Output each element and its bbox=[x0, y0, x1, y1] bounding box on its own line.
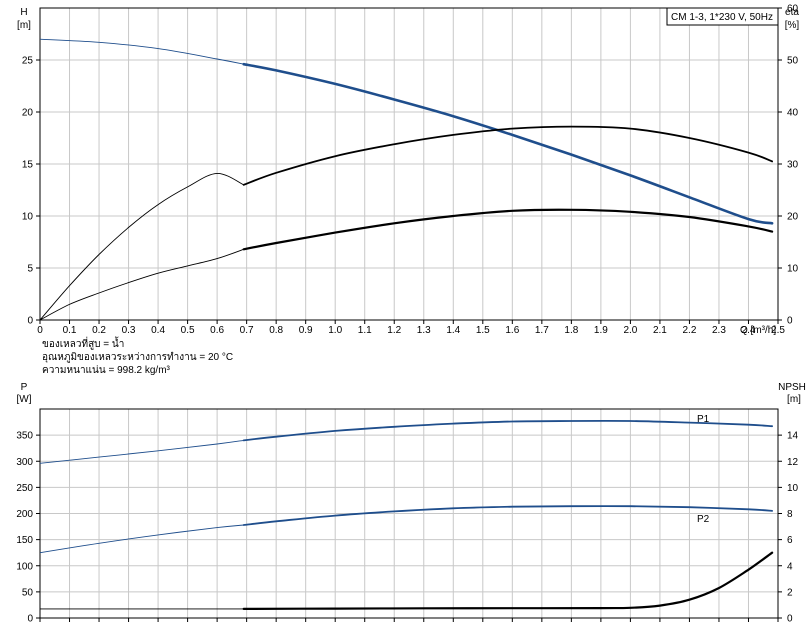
y-left-tick-label: 0 bbox=[27, 316, 33, 327]
top-chart-grid bbox=[40, 8, 778, 320]
bottom-right-axis-label: NPSH bbox=[778, 382, 806, 393]
chart-title-box bbox=[666, 7, 779, 26]
x-tick-label: 1.9 bbox=[594, 325, 608, 336]
top-x-tick-labels: 0 0.1 0.2 0.3 0.4 0.5 0.6 0.7 0.8 0.9 1.0 1.1 1.2 1.3… bbox=[37, 320, 785, 336]
top-left-tick-labels: 0 5 10 15 20 25 bbox=[22, 56, 40, 327]
bottom-right-axis-unit: [m] bbox=[787, 394, 801, 405]
y-left-tick-label: 100 bbox=[16, 561, 33, 572]
x-tick-label: 0 bbox=[37, 325, 43, 336]
series-line-0-0 bbox=[242, 62, 774, 225]
x-tick-label: 0.1 bbox=[63, 325, 77, 336]
x-tick-label: 2.1 bbox=[653, 325, 667, 336]
x-tick-label: 1.3 bbox=[417, 325, 431, 336]
y-right-tick-label: 50 bbox=[787, 56, 799, 67]
y-left-tick-label: 350 bbox=[16, 431, 33, 442]
top-right-tick-labels: 0 10 20 30 40 50 60 bbox=[778, 4, 799, 327]
top-right-axis-unit: [%] bbox=[785, 20, 800, 31]
y-left-tick-label: 10 bbox=[22, 212, 34, 223]
x-tick-label: 1.6 bbox=[505, 325, 519, 336]
y-right-tick-label: 0 bbox=[787, 316, 793, 327]
x-tick-label: 2.4 bbox=[742, 325, 756, 336]
y-right-tick-label: 40 bbox=[787, 108, 799, 119]
y-left-tick-label: 150 bbox=[16, 535, 33, 546]
y-right-tick-label: 0 bbox=[787, 614, 793, 625]
series-line-0-1 bbox=[242, 125, 773, 186]
x-tick-label: 0.5 bbox=[181, 325, 195, 336]
y-left-tick-label: 50 bbox=[22, 587, 34, 598]
note-temperature: อุณหภูมิของเหลวระหว่างการทำงาน = 20 °C bbox=[42, 352, 233, 363]
x-tick-label: 2.3 bbox=[712, 325, 726, 336]
y-right-tick-label: 20 bbox=[787, 212, 799, 223]
y-left-tick-label: 250 bbox=[16, 483, 33, 494]
bottom-series-group bbox=[39, 419, 774, 610]
x-tick-label: 1.2 bbox=[387, 325, 401, 336]
y-right-tick-label: 8 bbox=[787, 509, 793, 520]
x-tick-label: 0.3 bbox=[122, 325, 136, 336]
x-tick-label: 1.4 bbox=[446, 325, 460, 336]
x-tick-label: 1.8 bbox=[564, 325, 578, 336]
y-right-tick-label: 4 bbox=[787, 561, 793, 572]
y-left-tick-label: 25 bbox=[22, 56, 34, 67]
bottom-x-ticks bbox=[39, 618, 779, 622]
series-line-1-2 bbox=[242, 551, 774, 610]
series-label-p1: P1 bbox=[697, 414, 710, 425]
y-left-tick-label: 15 bbox=[22, 160, 34, 171]
y-right-tick-label: 12 bbox=[787, 457, 799, 468]
y-right-tick-label: 30 bbox=[787, 160, 799, 171]
series-line-pre-0-1 bbox=[39, 172, 244, 321]
bottom-right-tick-labels: 0 2 4 6 8 10 12 14 bbox=[778, 431, 799, 625]
bottom-left-tick-labels: 0 50 100 150 200 250 300 350 bbox=[16, 431, 40, 625]
top-left-axis-label: H bbox=[20, 7, 27, 18]
chart-title: CM 1-3, 1*230 V, 50Hz bbox=[671, 12, 773, 23]
x-tick-label: 0.2 bbox=[92, 325, 106, 336]
y-right-tick-label: 10 bbox=[787, 483, 799, 494]
x-tick-label: 1.5 bbox=[476, 325, 490, 336]
x-tick-label: 0.7 bbox=[240, 325, 254, 336]
y-right-tick-label: 60 bbox=[787, 4, 799, 15]
series-line-pre-0-0 bbox=[39, 38, 244, 65]
top-left-axis-unit: [m] bbox=[17, 20, 31, 31]
x-tick-label: 0.6 bbox=[210, 325, 224, 336]
x-tick-label: 1.0 bbox=[328, 325, 342, 336]
y-left-tick-label: 5 bbox=[27, 264, 33, 275]
y-left-tick-label: 300 bbox=[16, 457, 33, 468]
series-line-1-1 bbox=[242, 505, 773, 526]
y-left-tick-label: 20 bbox=[22, 108, 34, 119]
y-right-tick-label: 2 bbox=[787, 587, 793, 598]
top-right-axis-label: eta bbox=[785, 7, 799, 18]
x-tick-label: 2.5 bbox=[771, 325, 785, 336]
x-tick-label: 2.0 bbox=[623, 325, 637, 336]
y-right-tick-label: 14 bbox=[787, 431, 799, 442]
x-tick-label: 1.1 bbox=[358, 325, 372, 336]
note-density: ความหนาแน่น = 998.2 kg/m³ bbox=[42, 365, 171, 376]
series-line-1-0 bbox=[242, 419, 773, 442]
y-right-tick-label: 10 bbox=[787, 264, 799, 275]
series-line-pre-1-0 bbox=[39, 439, 244, 464]
x-tick-label: 1.7 bbox=[535, 325, 549, 336]
series-label-p2: P2 bbox=[697, 514, 710, 525]
x-tick-label: 0.8 bbox=[269, 325, 283, 336]
y-left-tick-label: 200 bbox=[16, 509, 33, 520]
y-left-tick-label: 0 bbox=[27, 614, 33, 625]
series-line-pre-1-1 bbox=[39, 524, 244, 554]
x-tick-label: 0.9 bbox=[299, 325, 313, 336]
bottom-left-axis-unit: [W] bbox=[17, 394, 32, 405]
bottom-chart-grid bbox=[40, 409, 778, 618]
note-fluid: ของเหลวที่สูบ = น้ำ bbox=[42, 336, 124, 350]
bottom-left-axis-label: P bbox=[21, 382, 28, 393]
series-line-pre-0-2 bbox=[39, 248, 244, 321]
series-line-0-2 bbox=[242, 208, 774, 251]
y-right-tick-label: 6 bbox=[787, 535, 793, 546]
x-tick-label: 2.2 bbox=[682, 325, 696, 336]
top-series-group bbox=[39, 38, 774, 321]
x-tick-label: 0.4 bbox=[151, 325, 165, 336]
top-x-axis-label: Q [m³/h] bbox=[740, 325, 776, 336]
